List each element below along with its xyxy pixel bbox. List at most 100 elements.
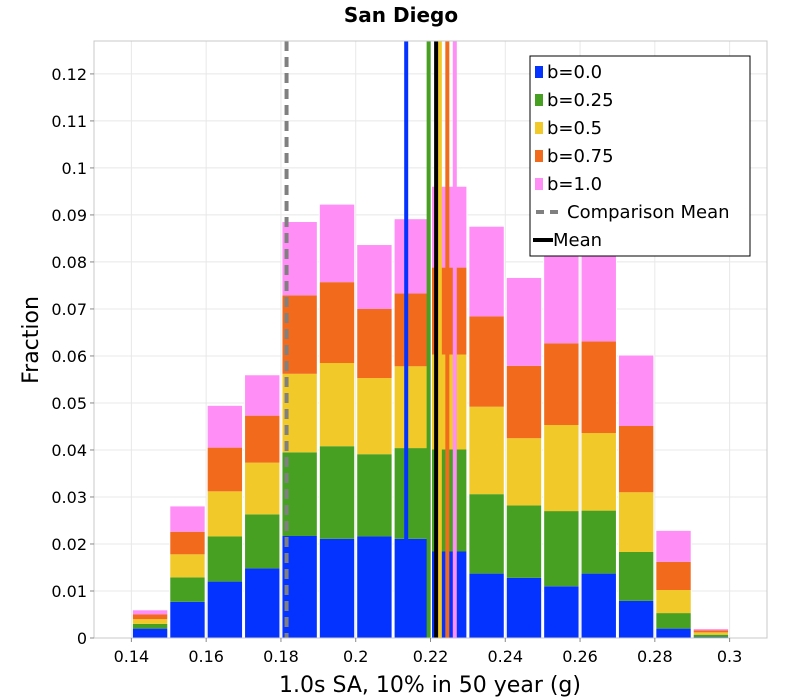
x-axis-label: 1.0s SA, 10% in 50 year (g) [279,673,581,698]
x-tick-label: 0.28 [637,647,673,666]
legend: b=0.0 b=0.25 b=0.5 b=0.75 b=1.0 Comparison Me… [529,55,751,257]
bar-segment [319,282,355,364]
bar-segment [207,447,243,492]
bar-segment [356,308,393,379]
bar-segment [581,510,617,574]
bar-segment [581,433,617,511]
bar-segment [356,244,393,309]
legend-swatch [535,66,543,78]
bar-segment [655,613,692,629]
legend-label: b=0.75 [547,146,614,167]
legend-box [529,55,751,257]
y-tick-label: 0.11 [51,112,87,131]
y-tick-label: 0.05 [51,394,87,413]
bar-segment [618,355,654,426]
bar-segment [319,204,355,283]
bar-segment [655,590,692,614]
bar-segment [581,573,617,638]
bar-segment [319,538,355,638]
bar-segment [132,614,168,620]
x-tick-label: 0.3 [717,647,742,666]
bar-segment [356,536,393,638]
bar-segment [618,600,654,638]
bar-segment [244,462,280,515]
bar-segment [506,365,542,439]
x-tick-label: 0.2 [343,647,368,666]
y-tick-label: 0.03 [51,488,87,507]
bar-segment [468,573,505,638]
bar-segment [244,568,280,638]
bar-segment [618,551,654,601]
legend-label: b=0.5 [547,118,602,139]
bar-segment [132,628,168,638]
legend-label: Mean [553,230,602,251]
y-tick-label: 0.08 [51,253,87,272]
x-tick-label: 0.22 [413,647,449,666]
bar-segment [356,454,393,537]
bar-segment [244,514,280,569]
bar-segment [693,630,729,633]
y-axis-ticks: 0 0.01 0.02 0.03 0.04 0.05 0.06 0.07 0.08 0.09 0.1… [51,65,94,648]
y-tick-label: 0.01 [51,582,87,601]
bar-segment [394,538,430,638]
legend-swatch [535,122,543,134]
bar-segment [655,530,692,562]
bar-segment [468,226,505,317]
bar-segment [394,293,430,367]
bar-segment [207,491,243,537]
legend-swatch [535,94,543,106]
bar-segment [394,366,430,449]
bar-segment [468,316,505,407]
bar-segment [693,634,729,638]
bar-segment [207,405,243,448]
bar-segment [581,341,617,434]
bar-segment [468,494,505,574]
bar-segment [169,554,206,578]
y-tick-label: 0.12 [51,65,87,84]
bar-segment [618,492,654,552]
chart-title: San Diego [344,3,458,27]
bar-segment [468,406,505,495]
x-tick-label: 0.26 [562,647,598,666]
bar-segment [506,505,542,578]
bar-segment [169,577,206,602]
bar-segment [207,581,243,638]
bar-segment [244,374,280,416]
bar-segment [356,378,393,455]
y-tick-label: 0.04 [51,441,87,460]
y-tick-label: 0.06 [51,347,87,366]
y-tick-label: 0.07 [51,300,87,319]
legend-label: b=1.0 [547,174,602,195]
mean-lines [284,41,457,638]
bar-segment [319,363,355,447]
bar-segment [132,619,168,624]
bar-segment [655,628,692,638]
bar-segment [543,425,580,512]
bar-segment [543,511,580,587]
bar-segment [319,446,355,539]
legend-label: Comparison Mean [567,202,730,223]
bar-segment [132,609,168,615]
bar-segment [506,277,542,366]
bar-segment [394,218,430,294]
y-tick-label: 0.1 [62,159,87,178]
bar-segment [618,425,654,493]
bar-segment [506,577,542,638]
bar-segment [207,536,243,582]
bar-segment [693,628,729,631]
y-tick-label: 0.09 [51,206,87,225]
x-tick-label: 0.24 [487,647,523,666]
bar-segment [132,623,168,629]
x-tick-label: 0.18 [263,647,299,666]
y-axis-label: Fraction [19,296,44,384]
x-axis-ticks: 0.14 0.16 0.18 0.2 0.22 0.24 0.26 0.28 0.3 [114,638,742,666]
legend-swatch [535,178,543,190]
bar-segment [693,632,729,635]
legend-swatch [535,150,543,162]
bar-segment [169,505,206,532]
bar-segment [244,415,280,463]
bar-segment [543,586,580,638]
legend-label: b=0.0 [547,62,602,83]
x-tick-label: 0.14 [114,647,150,666]
